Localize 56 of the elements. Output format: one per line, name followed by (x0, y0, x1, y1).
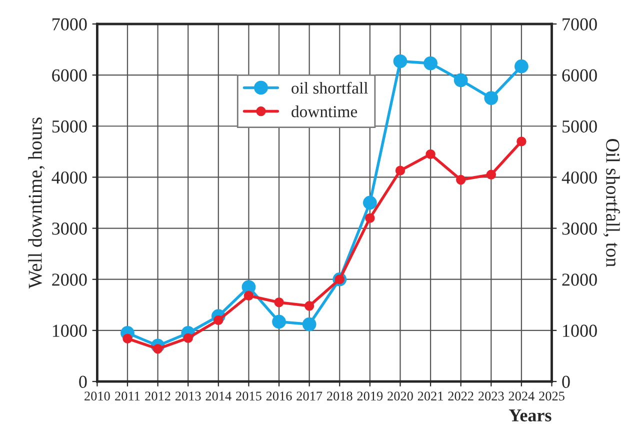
x-tick-label: 2013 (175, 392, 201, 401)
point (365, 213, 375, 223)
point (122, 334, 132, 344)
y2-tick-label: 3000 (562, 222, 597, 235)
y-axis-title: Well downtime, hours (28, 118, 45, 289)
y-tick-label: 3000 (52, 222, 87, 235)
y2-tick-label: 2000 (562, 274, 597, 286)
x-tick-label: 2024 (508, 392, 534, 401)
y-tick-label: 1000 (52, 324, 87, 337)
x-tick-label: 2014 (206, 392, 232, 401)
point (454, 73, 468, 88)
point (272, 314, 286, 329)
point (362, 196, 377, 210)
point (244, 290, 254, 301)
y-tick-label: 2000 (52, 274, 87, 286)
y2-tick-label: 1000 (563, 324, 597, 337)
x-tick-label: 2016 (266, 392, 292, 401)
legend-label: oil shortfall (292, 82, 368, 94)
x-tick-label: 2010 (84, 392, 110, 401)
x-tick-label: 2015 (236, 392, 262, 401)
point (486, 170, 496, 180)
y2-tick-label: 5000 (562, 120, 597, 133)
x-tick-label: 2020 (388, 392, 413, 401)
x-tick-label: 2021 (418, 392, 443, 401)
x-tick-label: 2012 (145, 392, 170, 401)
y2-tick-label: 6000 (562, 69, 597, 82)
point (274, 297, 284, 308)
x-tick-label: 2022 (448, 392, 474, 401)
y2-axis-title: Oil shortfall, ton (603, 139, 620, 267)
x-tick-label: 2018 (327, 392, 352, 401)
y-tick-label: 4000 (52, 171, 87, 184)
point (514, 59, 528, 74)
y2-tick-label: 4000 (562, 171, 597, 184)
x-tick-label: 2025 (539, 392, 564, 401)
point (302, 317, 316, 332)
y-tick-label: 5000 (52, 120, 87, 133)
y-tick-label: 0 (79, 376, 87, 388)
point (426, 149, 436, 160)
point (516, 136, 526, 146)
y2-tick-label: 7000 (562, 18, 597, 30)
point (484, 91, 498, 105)
x-tick-label: 2019 (357, 392, 383, 401)
point (456, 174, 466, 185)
point (183, 333, 193, 343)
y-tick-label: 6000 (52, 69, 87, 82)
x-tick-label: 2017 (296, 392, 322, 401)
x-axis-title: Years (508, 409, 552, 422)
point (424, 56, 438, 70)
point (395, 166, 406, 176)
legend-label: downtime (292, 106, 358, 118)
x-tick-label: 2011 (115, 392, 140, 401)
x-tick-label: 2023 (478, 392, 504, 401)
point (304, 301, 314, 311)
point (393, 54, 408, 68)
y2-tick-label: 0 (562, 376, 570, 388)
y-tick-label: 7000 (52, 18, 87, 30)
